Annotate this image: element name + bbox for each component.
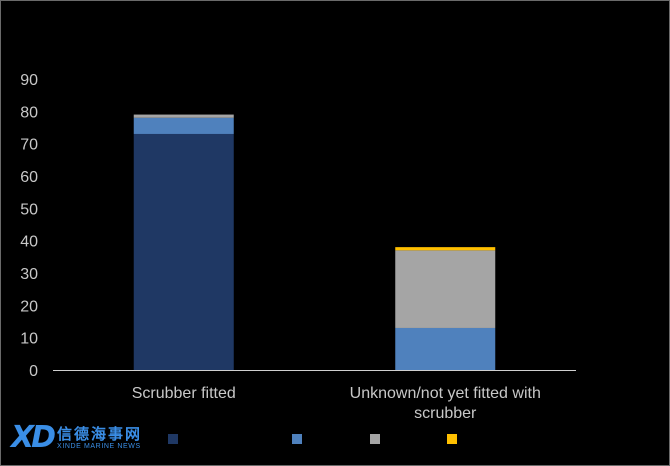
y-tick-label: 10 xyxy=(20,331,38,348)
y-tick-label: 50 xyxy=(20,201,38,218)
watermark-logo: XD 信德海事网 XINDE MARINE NEWS xyxy=(11,423,142,453)
legend-swatch xyxy=(292,434,302,444)
legend-swatch xyxy=(447,434,457,444)
y-tick-label: 20 xyxy=(20,298,38,315)
bar-segment xyxy=(133,117,234,134)
bar-segment xyxy=(395,250,496,328)
y-tick-label: 0 xyxy=(29,363,38,380)
y-axis-ticks: 0 10 20 30 40 50 60 70 80 90 xyxy=(20,72,38,380)
legend xyxy=(168,434,457,444)
bar-segment xyxy=(133,114,234,118)
watermark-chinese-text: 信德海事网 xyxy=(57,424,143,443)
y-tick-label: 90 xyxy=(20,72,38,89)
y-tick-label: 30 xyxy=(20,266,38,283)
bar-segment xyxy=(395,327,496,370)
x-category-label: Unknown/not yet fitted with scrubber xyxy=(350,385,541,422)
y-tick-label: 60 xyxy=(20,169,38,186)
legend-swatch xyxy=(370,434,380,444)
bar-stacks xyxy=(133,114,496,370)
category-labels: Scrubber fitted Unknown/not yet fitted wi… xyxy=(132,385,541,422)
legend-swatch xyxy=(168,434,178,444)
watermark-mark: XD xyxy=(11,420,56,455)
y-tick-label: 40 xyxy=(20,234,38,251)
y-tick-label: 80 xyxy=(20,104,38,121)
watermark-english-text: XINDE MARINE NEWS xyxy=(57,443,141,451)
bar-segment xyxy=(395,247,496,251)
x-category-label: Scrubber fitted xyxy=(132,385,236,402)
y-tick-label: 70 xyxy=(20,137,38,154)
bar-segment xyxy=(133,133,234,370)
